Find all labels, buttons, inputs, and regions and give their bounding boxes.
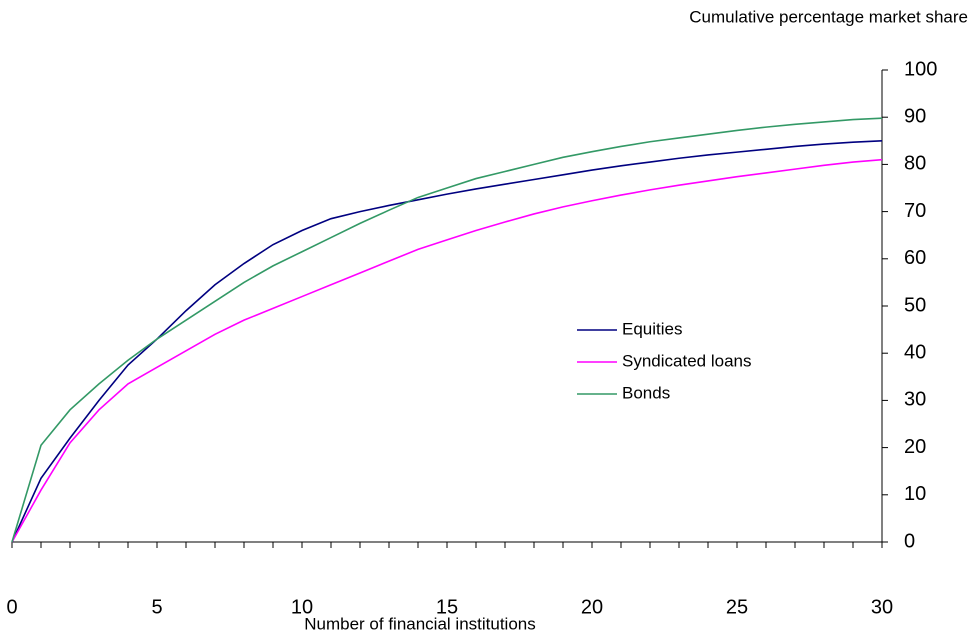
x-tick-label: 0 [6, 596, 17, 618]
x-tick-label: 15 [436, 596, 458, 618]
y-tick-label: 50 [904, 294, 926, 316]
legend-label: Syndicated loans [622, 351, 751, 370]
y-tick-label: 100 [904, 58, 937, 80]
legend-label: Bonds [622, 383, 670, 402]
y-axis-title: Cumulative percentage market share [689, 7, 968, 26]
y-tick-label: 10 [904, 483, 926, 505]
x-tick-label: 30 [871, 596, 893, 618]
y-tick-label: 40 [904, 341, 926, 363]
y-tick-label: 90 [904, 105, 926, 127]
y-tick-label: 80 [904, 153, 926, 175]
y-tick-label: 0 [904, 530, 915, 552]
x-tick-label: 5 [151, 596, 162, 618]
y-tick-label: 60 [904, 247, 926, 269]
y-tick-label: 70 [904, 200, 926, 222]
x-tick-label: 20 [581, 596, 603, 618]
legend-label: Equities [622, 319, 682, 338]
x-tick-label: 25 [726, 596, 748, 618]
x-tick-label: 10 [291, 596, 313, 618]
series-line [11, 117, 883, 543]
series-line [11, 158, 883, 543]
y-tick-label: 20 [904, 436, 926, 458]
y-tick-label: 30 [904, 389, 926, 411]
series-line [11, 140, 883, 543]
x-axis-title: Number of financial institutions [304, 614, 536, 633]
